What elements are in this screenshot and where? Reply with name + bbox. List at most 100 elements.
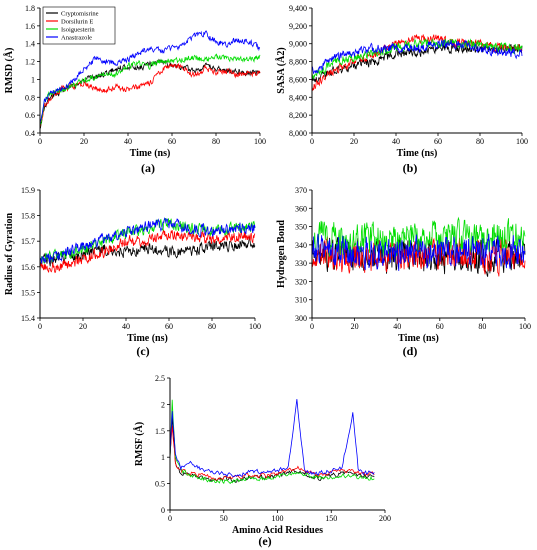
panel-label: (c) — [136, 344, 149, 358]
x-tick-label: 100 — [272, 514, 284, 523]
y-tick-label: 1.2 — [25, 58, 35, 67]
x-tick-label: 60 — [168, 137, 176, 146]
x-tick-label: 100 — [254, 137, 266, 146]
series-line-isoiguesterin — [311, 38, 523, 79]
series-line-anastrazole — [311, 38, 523, 74]
x-tick-label: 80 — [208, 322, 216, 331]
x-axis-label: Time (ns) — [130, 148, 171, 159]
panel-4: 0 50 100 150 200 0 0.5 1 1.5 2 2.5 Amino Acid Resid… — [133, 374, 391, 548]
y-tick-label: 9,400 — [289, 4, 307, 13]
y-tick-label: 350 — [295, 223, 307, 232]
y-axis-label: RMSD (Å) — [3, 48, 15, 94]
x-tick-label: 0 — [38, 137, 42, 146]
x-tick-label: 150 — [325, 514, 337, 523]
series-line-cryptomisrine — [169, 416, 375, 483]
y-tick-label: 0.4 — [25, 129, 35, 138]
y-tick-label: 300 — [295, 314, 307, 323]
panel-label: (b) — [403, 161, 418, 175]
y-tick-label: 1.8 — [25, 4, 35, 13]
x-axis-label: Amino Acid Residues — [232, 525, 323, 536]
y-tick-label: 15.6 — [21, 263, 35, 272]
legend-label-0: Cryptomisrine — [61, 11, 99, 18]
y-tick-label: 9,000 — [289, 40, 307, 49]
y-tick-label: 2 — [161, 400, 165, 409]
y-tick-label: 1.4 — [25, 40, 35, 49]
y-tick-label: 15.5 — [21, 288, 35, 297]
y-tick-label: 0.5 — [155, 480, 165, 489]
x-tick-label: 40 — [392, 137, 400, 146]
series-line-dorsilurin-e — [169, 425, 375, 481]
y-tick-label: 15.7 — [21, 237, 35, 246]
panel-2: 0 20 40 60 80 100 15.4 15.5 15.6 15.7 15.8 15.9 Time… — [4, 186, 261, 358]
y-tick-label: 0.6 — [25, 111, 35, 120]
series-line-anastrazole — [39, 217, 256, 264]
x-tick-label: 0 — [310, 137, 314, 146]
x-tick-label: 100 — [249, 322, 261, 331]
panel-3: 0 20 40 60 80 100 300 310 320 330 340 350 360 370 Time… — [276, 186, 531, 358]
x-tick-label: 0 — [38, 322, 42, 331]
series-line-anastrazole — [169, 399, 375, 478]
x-tick-label: 20 — [350, 137, 358, 146]
y-tick-label: 360 — [295, 204, 307, 213]
y-tick-label: 310 — [295, 296, 307, 305]
x-tick-label: 20 — [79, 322, 87, 331]
y-tick-label: 0.8 — [25, 93, 35, 102]
x-tick-label: 0 — [310, 322, 314, 331]
y-tick-label: 9,200 — [289, 22, 307, 31]
y-tick-label: 8,200 — [289, 111, 307, 120]
y-tick-label: 1 — [31, 75, 35, 84]
x-tick-label: 200 — [379, 514, 391, 523]
x-tick-label: 80 — [212, 137, 220, 146]
y-tick-label: 1 — [161, 453, 165, 462]
y-tick-label: 8,400 — [289, 93, 307, 102]
y-axis-label: RMSF (Å) — [133, 422, 145, 466]
series-line-isoiguesterin — [39, 53, 261, 129]
panel-label: (d) — [403, 344, 418, 358]
y-tick-label: 1.5 — [155, 427, 165, 436]
y-tick-label: 15.8 — [21, 212, 35, 221]
x-tick-label: 40 — [393, 322, 401, 331]
x-tick-label: 80 — [478, 322, 486, 331]
y-axis-label: Hydrogen Bond — [276, 220, 287, 288]
x-axis-label: Time (ns) — [398, 333, 439, 344]
x-tick-label: 100 — [519, 322, 531, 331]
y-axis-label: Radius of Gyration — [4, 212, 15, 295]
y-tick-label: 15.4 — [21, 314, 35, 323]
x-tick-label: 40 — [124, 137, 132, 146]
x-tick-label: 100 — [516, 137, 528, 146]
y-tick-label: 320 — [295, 277, 307, 286]
y-tick-label: 0 — [161, 506, 165, 515]
y-tick-label: 8,600 — [289, 75, 307, 84]
series-line-anastrazole — [39, 30, 261, 126]
panel-label: (a) — [141, 161, 155, 175]
y-tick-label: 1.6 — [25, 22, 35, 31]
x-tick-label: 50 — [220, 514, 228, 523]
x-tick-label: 40 — [122, 322, 130, 331]
x-axis-label: Time (ns) — [127, 333, 168, 344]
y-tick-label: 2.5 — [155, 374, 165, 383]
series-line-isoiguesterin — [169, 399, 375, 485]
y-axis-label: SASA (Å2) — [275, 47, 287, 93]
y-tick-label: 370 — [295, 186, 307, 195]
x-tick-label: 60 — [436, 322, 444, 331]
series-line-dorsilurin-e — [39, 62, 261, 128]
legend-label-1: Dorsilurin E — [61, 19, 93, 26]
legend: Cryptomisrine Dorsilurin E Isoiguesterin… — [42, 6, 116, 45]
legend-label-2: Isoiguesterin — [61, 27, 95, 34]
series-line-cryptomisrine — [39, 236, 256, 267]
y-tick-label: 330 — [295, 259, 307, 268]
series-line-dorsilurin-e — [39, 229, 256, 274]
y-tick-label: 8,800 — [289, 58, 307, 67]
panel-1: 0 20 40 60 80 100 8,000 8,200 8,400 8,600 8,800 9,0… — [275, 4, 528, 175]
y-tick-label: 15.9 — [21, 186, 35, 195]
series-line-dorsilurin-e — [311, 34, 523, 91]
series-line-cryptomisrine — [311, 41, 523, 83]
panel-label: (e) — [258, 534, 271, 548]
x-axis-label: Time (ns) — [397, 148, 438, 159]
x-tick-label: 60 — [434, 137, 442, 146]
panel-0: 0 20 40 60 80 100 0.4 0.6 0.8 1 1.2 1.4 1.6 1.8 Time (… — [3, 4, 266, 175]
x-tick-label: 20 — [351, 322, 359, 331]
x-tick-label: 80 — [476, 137, 484, 146]
x-tick-label: 60 — [165, 322, 173, 331]
